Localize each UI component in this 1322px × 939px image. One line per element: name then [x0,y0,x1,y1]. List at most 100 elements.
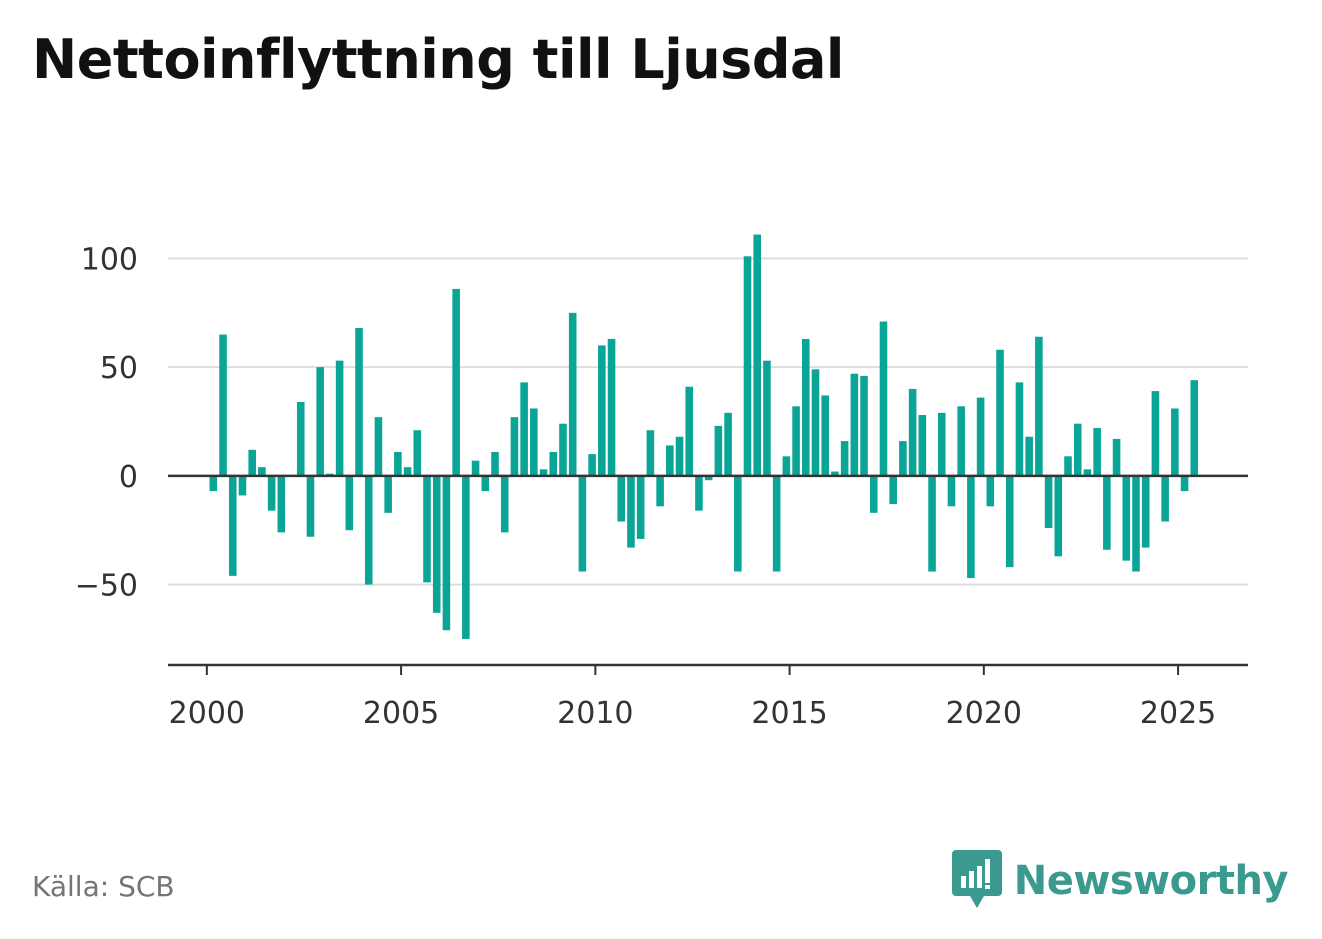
brand-logo: Newsworthy [951,850,1289,912]
bar-series [209,234,1199,639]
bar [656,475,664,507]
bar [695,475,703,511]
bar [957,406,965,476]
bar [1132,475,1140,572]
bar [617,475,626,522]
y-tick-label: −50 [75,569,138,604]
bar [539,469,548,476]
x-tick-label: 2010 [557,696,633,731]
bar [801,338,810,476]
bar [1103,475,1111,550]
bar [1190,380,1199,476]
bar [636,475,645,539]
bar [296,401,305,476]
bar [607,338,616,476]
bar [598,345,606,476]
bar [646,430,655,476]
bar [1151,391,1160,476]
x-tick-label: 2005 [363,696,439,731]
bar [627,475,635,548]
bar [384,475,392,513]
bar [432,475,441,613]
bar [481,475,490,492]
y-tick-label: 100 [81,242,138,277]
bar [850,373,859,476]
bar [442,475,451,631]
x-tick-label: 2000 [169,696,245,731]
bar [996,349,1004,476]
bar [578,475,587,572]
grid-lines [168,257,1248,586]
bar [413,430,422,476]
brand-name: Newsworthy [1013,858,1289,904]
bar [277,475,286,533]
bar [316,367,324,476]
x-tick-label: 2020 [946,696,1022,731]
bar [743,256,752,476]
axes [168,474,1248,667]
bar [811,369,820,476]
bar [1054,475,1063,557]
bar [1171,408,1179,476]
bar [869,475,878,513]
y-axis-ticks: 100 50 0 −50 [75,242,138,603]
bar [530,408,538,476]
bar [423,475,431,583]
bar [1015,382,1024,476]
bar [219,334,227,476]
bar [1064,456,1072,476]
bar [724,412,732,476]
x-tick-label: 2015 [751,696,827,731]
bar [471,460,480,476]
bar [763,360,771,476]
newsworthy-logo-icon [951,850,1002,908]
bar [238,475,247,496]
x-axis-ticks: 2000 2005 2010 2015 2020 2025 [169,665,1216,731]
bar [714,425,723,476]
bar [452,288,460,476]
bar [306,475,315,537]
bar [967,475,975,579]
bar [889,475,897,505]
bar [403,467,412,476]
bar [899,441,907,476]
bar [1025,436,1033,476]
bar [821,395,829,476]
y-tick-label: 50 [100,351,138,386]
bar [860,375,868,476]
bar [1141,475,1150,548]
bar [772,475,781,572]
bar [1161,475,1169,522]
bar [666,445,674,476]
bar [918,415,927,476]
bar [734,475,742,572]
bar [937,412,946,476]
bar [549,451,558,476]
bar [879,321,888,476]
bar [374,417,383,476]
bar [840,441,849,476]
bar [753,234,762,476]
bar [1180,475,1189,492]
bar [1044,475,1053,529]
bar [986,475,995,507]
y-tick-label: 0 [119,460,138,495]
bar [510,417,519,476]
bar [792,406,800,476]
bar [491,451,499,476]
bar [831,471,839,476]
bar [1093,428,1101,476]
bar [258,467,266,476]
bar [462,475,470,639]
bar [1112,438,1121,476]
bar [568,312,577,476]
bar [1073,423,1082,476]
bar [394,451,402,476]
bar [345,475,354,531]
bar [500,475,509,533]
bar [976,397,985,476]
bar [928,475,936,572]
bar [335,360,344,476]
bar [947,475,956,507]
